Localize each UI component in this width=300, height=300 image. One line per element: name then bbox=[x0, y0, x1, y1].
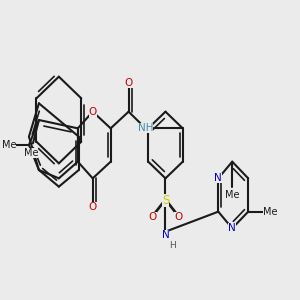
Text: O: O bbox=[88, 202, 97, 212]
Text: Me: Me bbox=[24, 148, 38, 158]
Text: O: O bbox=[88, 107, 97, 117]
Text: N: N bbox=[228, 223, 236, 233]
Text: O: O bbox=[148, 212, 157, 222]
Text: H: H bbox=[169, 241, 176, 250]
Text: N: N bbox=[162, 230, 169, 240]
Text: Me: Me bbox=[225, 190, 239, 200]
Text: O: O bbox=[124, 78, 133, 88]
Text: Me: Me bbox=[2, 140, 16, 150]
Text: O: O bbox=[174, 212, 183, 222]
Text: NH: NH bbox=[138, 123, 153, 133]
Text: N: N bbox=[214, 173, 222, 183]
Text: Me: Me bbox=[263, 207, 278, 217]
Text: S: S bbox=[162, 194, 169, 206]
